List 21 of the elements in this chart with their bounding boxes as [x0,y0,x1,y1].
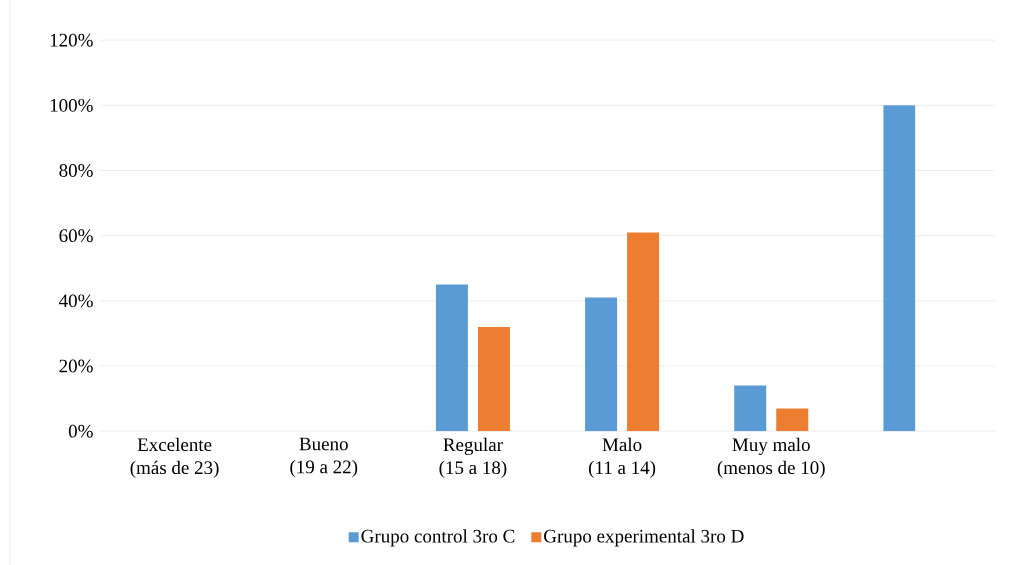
legend-label: Grupo experimental 3ro D [544,529,744,547]
y-tick-label: 0% [68,424,93,438]
bar [883,105,916,431]
x-tick-label: Regular (15 a 18) [439,437,507,478]
bar [734,385,767,431]
y-tick-label: 60% [59,229,93,242]
legend-label: Grupo control 3ro C [361,529,515,547]
y-tick-label: 40% [59,294,93,308]
y-tick-label: 120% [50,33,93,47]
bar [776,408,809,431]
y-tick-label: 20% [59,359,93,373]
bar [435,284,468,431]
bar [585,297,618,431]
bar [477,326,510,431]
x-tick-label: Bueno (19 a 22) [290,437,358,478]
x-tick-label: Malo (11 a 14) [588,437,656,478]
y-tick-label: 100% [50,98,93,112]
x-tick-label: Muy malo (menos de 10) [717,437,825,478]
x-tick-label: Excelente (más de 23) [130,437,219,478]
y-tick-label: 80% [59,163,93,177]
bar [627,232,660,431]
